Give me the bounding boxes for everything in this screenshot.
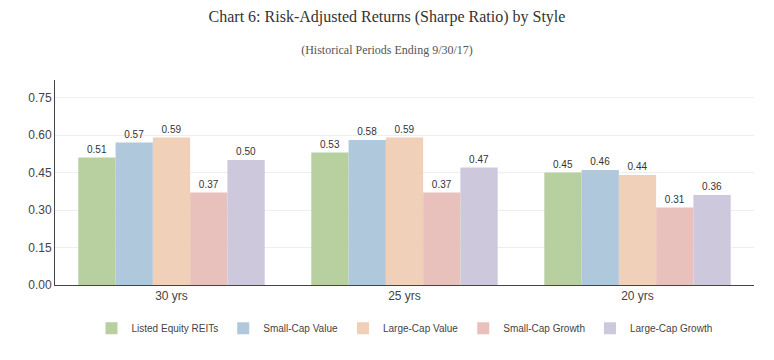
svg-text:Large-Cap Value: Large-Cap Value bbox=[383, 323, 458, 334]
svg-text:0.47: 0.47 bbox=[469, 154, 489, 165]
svg-text:0.00: 0.00 bbox=[28, 278, 52, 292]
svg-text:0.45: 0.45 bbox=[28, 166, 52, 180]
svg-text:Small-Cap Growth: Small-Cap Growth bbox=[503, 323, 585, 334]
svg-text:0.46: 0.46 bbox=[590, 156, 610, 167]
svg-text:0.51: 0.51 bbox=[87, 144, 107, 155]
svg-text:(Historical Periods Ending 9/3: (Historical Periods Ending 9/30/17) bbox=[301, 43, 473, 57]
svg-text:25 yrs: 25 yrs bbox=[388, 289, 421, 303]
svg-text:0.57: 0.57 bbox=[124, 129, 144, 140]
svg-text:0.36: 0.36 bbox=[702, 181, 722, 192]
svg-text:0.59: 0.59 bbox=[395, 124, 415, 135]
svg-text:0.75: 0.75 bbox=[28, 91, 52, 105]
svg-text:30 yrs: 30 yrs bbox=[155, 289, 188, 303]
svg-text:0.59: 0.59 bbox=[162, 124, 182, 135]
svg-text:0.58: 0.58 bbox=[357, 126, 377, 137]
svg-text:Large-Cap Growth: Large-Cap Growth bbox=[630, 323, 712, 334]
svg-text:0.37: 0.37 bbox=[432, 179, 452, 190]
svg-text:Small-Cap Value: Small-Cap Value bbox=[263, 323, 338, 334]
svg-text:0.53: 0.53 bbox=[320, 139, 340, 150]
svg-text:0.50: 0.50 bbox=[236, 146, 256, 157]
svg-text:Chart 6: Risk-Adjusted Returns: Chart 6: Risk-Adjusted Returns (Sharpe R… bbox=[209, 8, 566, 26]
svg-text:0.31: 0.31 bbox=[665, 194, 685, 205]
svg-text:0.30: 0.30 bbox=[28, 203, 52, 217]
svg-text:0.45: 0.45 bbox=[553, 159, 573, 170]
svg-text:0.15: 0.15 bbox=[28, 241, 52, 255]
svg-text:0.37: 0.37 bbox=[199, 179, 219, 190]
svg-text:20 yrs: 20 yrs bbox=[621, 289, 654, 303]
svg-text:0.60: 0.60 bbox=[28, 128, 52, 142]
svg-text:0.44: 0.44 bbox=[628, 161, 648, 172]
svg-text:Listed Equity REITs: Listed Equity REITs bbox=[132, 323, 219, 334]
